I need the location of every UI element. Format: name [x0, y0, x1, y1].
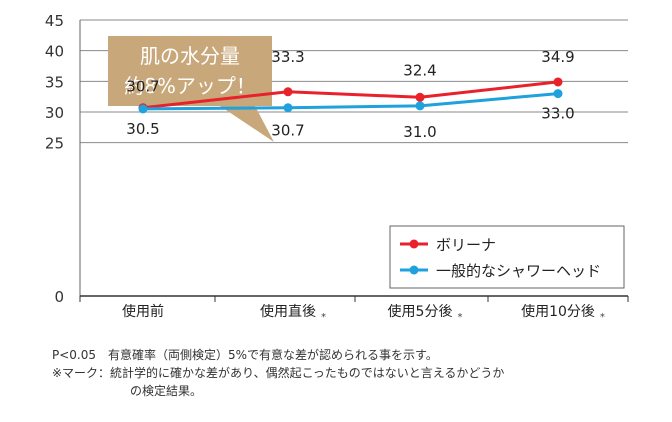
significance-mark: * — [600, 312, 605, 323]
x-tick-label: 使用10分後 — [521, 303, 595, 320]
callout-line-1: 肌の水分量 — [140, 44, 240, 68]
data-label: 33.3 — [271, 48, 304, 66]
data-label: 32.4 — [403, 61, 436, 79]
data-point — [553, 89, 563, 99]
y-tick-label: 45 — [45, 12, 64, 30]
x-tick-label: 使用5分後 — [388, 303, 453, 320]
data-label: 30.7 — [126, 78, 159, 96]
data-point — [283, 87, 293, 97]
callout-line-2: 約8%アップ！ — [124, 74, 256, 98]
line-chart: 0 25 30 35 40 45 使用前 使用直後 * 使用5分後 * 使用10分後 * 肌の水分量約8%… — [45, 12, 629, 323]
footnote-continuation: の検定結果。 — [130, 384, 203, 398]
data-label: 30.7 — [271, 122, 304, 140]
significance-mark: * — [321, 312, 326, 323]
data-label: 33.0 — [541, 105, 574, 123]
data-point — [415, 92, 425, 102]
callout-box — [108, 36, 274, 142]
x-tick-label: 使用直後 — [260, 303, 316, 320]
data-point — [138, 104, 148, 114]
y-tick-label: 25 — [45, 135, 64, 153]
data-label: 30.5 — [126, 120, 159, 138]
legend-label: 一般的なシャワーヘッド — [436, 262, 601, 280]
series-line — [142, 80, 559, 110]
footnotes: P<0.05 有意確率（両側検定）5%で有意な差が認められる事を示す。 ※マーク… — [52, 346, 664, 400]
legend-label: ボリーナ — [436, 236, 496, 254]
legend-marker — [409, 239, 419, 249]
x-tick-label: 使用前 — [122, 303, 164, 320]
significance-mark: * — [457, 312, 462, 323]
legend-marker — [409, 265, 419, 275]
footnote-significance: P<0.05 有意確率（両側検定）5%で有意な差が認められる事を示す。 — [52, 348, 438, 362]
y-tick-label: 35 — [45, 73, 64, 91]
y-tick-label: 30 — [45, 104, 64, 122]
footnote-mark-explanation: ※マーク：統計学的に確かな差があり、偶然起こったものではないと言えるかどうか — [52, 366, 505, 380]
data-label: 31.0 — [403, 123, 436, 141]
legend-box — [389, 225, 625, 289]
y-tick-label: 0 — [54, 288, 64, 306]
series-line — [142, 92, 559, 111]
y-tick-label: 40 — [45, 43, 64, 61]
data-point — [415, 101, 425, 111]
data-point — [553, 77, 563, 87]
data-label: 34.9 — [541, 48, 574, 66]
data-point — [283, 103, 293, 113]
